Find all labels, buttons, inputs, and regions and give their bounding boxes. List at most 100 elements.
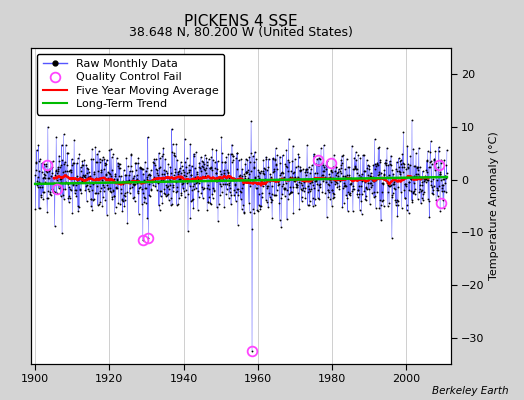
Point [427, 158, 435, 164]
Point [323, 214, 331, 221]
Point [362, 184, 370, 191]
Point [186, 141, 194, 148]
Point [368, 174, 377, 180]
Point [437, 160, 445, 166]
Point [292, 181, 300, 187]
Point [233, 166, 242, 172]
Point [214, 174, 223, 180]
Point [251, 174, 259, 180]
Point [357, 211, 366, 217]
Point [350, 154, 358, 161]
Point [251, 175, 259, 182]
Point [89, 180, 97, 187]
Point [442, 162, 451, 169]
Point [99, 194, 107, 201]
Point [331, 177, 339, 184]
Point [215, 174, 223, 180]
Point [95, 175, 103, 182]
Point [42, 163, 50, 169]
Point [130, 198, 139, 205]
Point [417, 200, 425, 207]
Point [66, 186, 74, 193]
Point [209, 156, 217, 163]
Point [98, 157, 106, 163]
Point [401, 195, 409, 201]
Point [297, 180, 305, 186]
Point [238, 202, 247, 208]
Point [173, 188, 182, 194]
Point [105, 147, 114, 153]
Point [154, 172, 162, 179]
Point [261, 197, 270, 203]
Point [437, 177, 445, 183]
Point [205, 194, 213, 200]
Point [418, 178, 427, 185]
Point [151, 162, 159, 169]
Point [228, 153, 237, 159]
Point [158, 177, 167, 183]
Point [290, 178, 298, 184]
Point [193, 179, 201, 186]
Point [396, 169, 404, 175]
Point [380, 167, 389, 174]
Point [271, 162, 280, 168]
Point [231, 176, 239, 182]
Point [64, 195, 72, 201]
Point [69, 160, 78, 166]
Point [367, 182, 376, 188]
Point [432, 166, 440, 172]
Point [204, 182, 212, 188]
Point [195, 164, 203, 170]
Point [363, 165, 372, 172]
Point [311, 170, 319, 176]
Point [250, 158, 258, 165]
Point [82, 198, 91, 205]
Point [55, 152, 63, 159]
Point [343, 172, 351, 178]
Point [261, 176, 269, 182]
Point [276, 217, 284, 223]
Point [101, 160, 110, 167]
Point [194, 176, 202, 182]
Point [403, 143, 411, 149]
Text: PICKENS 4 SSE: PICKENS 4 SSE [184, 14, 298, 29]
Point [170, 152, 179, 158]
Point [92, 190, 101, 196]
Point [409, 145, 418, 152]
Point [228, 152, 237, 159]
Point [317, 174, 325, 181]
Point [430, 182, 438, 189]
Point [225, 189, 234, 195]
Point [111, 170, 119, 177]
Point [391, 202, 400, 208]
Point [62, 142, 70, 148]
Point [283, 186, 291, 193]
Point [45, 166, 53, 173]
Point [381, 160, 389, 166]
Point [34, 142, 42, 148]
Point [342, 192, 350, 199]
Point [35, 158, 43, 165]
Point [43, 195, 51, 201]
Point [307, 178, 315, 184]
Point [74, 208, 82, 214]
Point [223, 167, 232, 174]
Point [159, 151, 167, 157]
Point [422, 157, 431, 164]
Point [388, 167, 397, 173]
Point [431, 160, 439, 166]
Point [359, 176, 368, 182]
Point [351, 163, 359, 169]
Point [74, 176, 83, 182]
Point [162, 182, 170, 188]
Point [313, 162, 322, 168]
Point [131, 181, 139, 187]
Point [377, 201, 385, 208]
Point [146, 186, 155, 192]
Point [252, 184, 260, 191]
Point [96, 169, 105, 176]
Point [201, 173, 210, 180]
Point [94, 168, 103, 174]
Point [411, 191, 419, 197]
Point [396, 171, 404, 178]
